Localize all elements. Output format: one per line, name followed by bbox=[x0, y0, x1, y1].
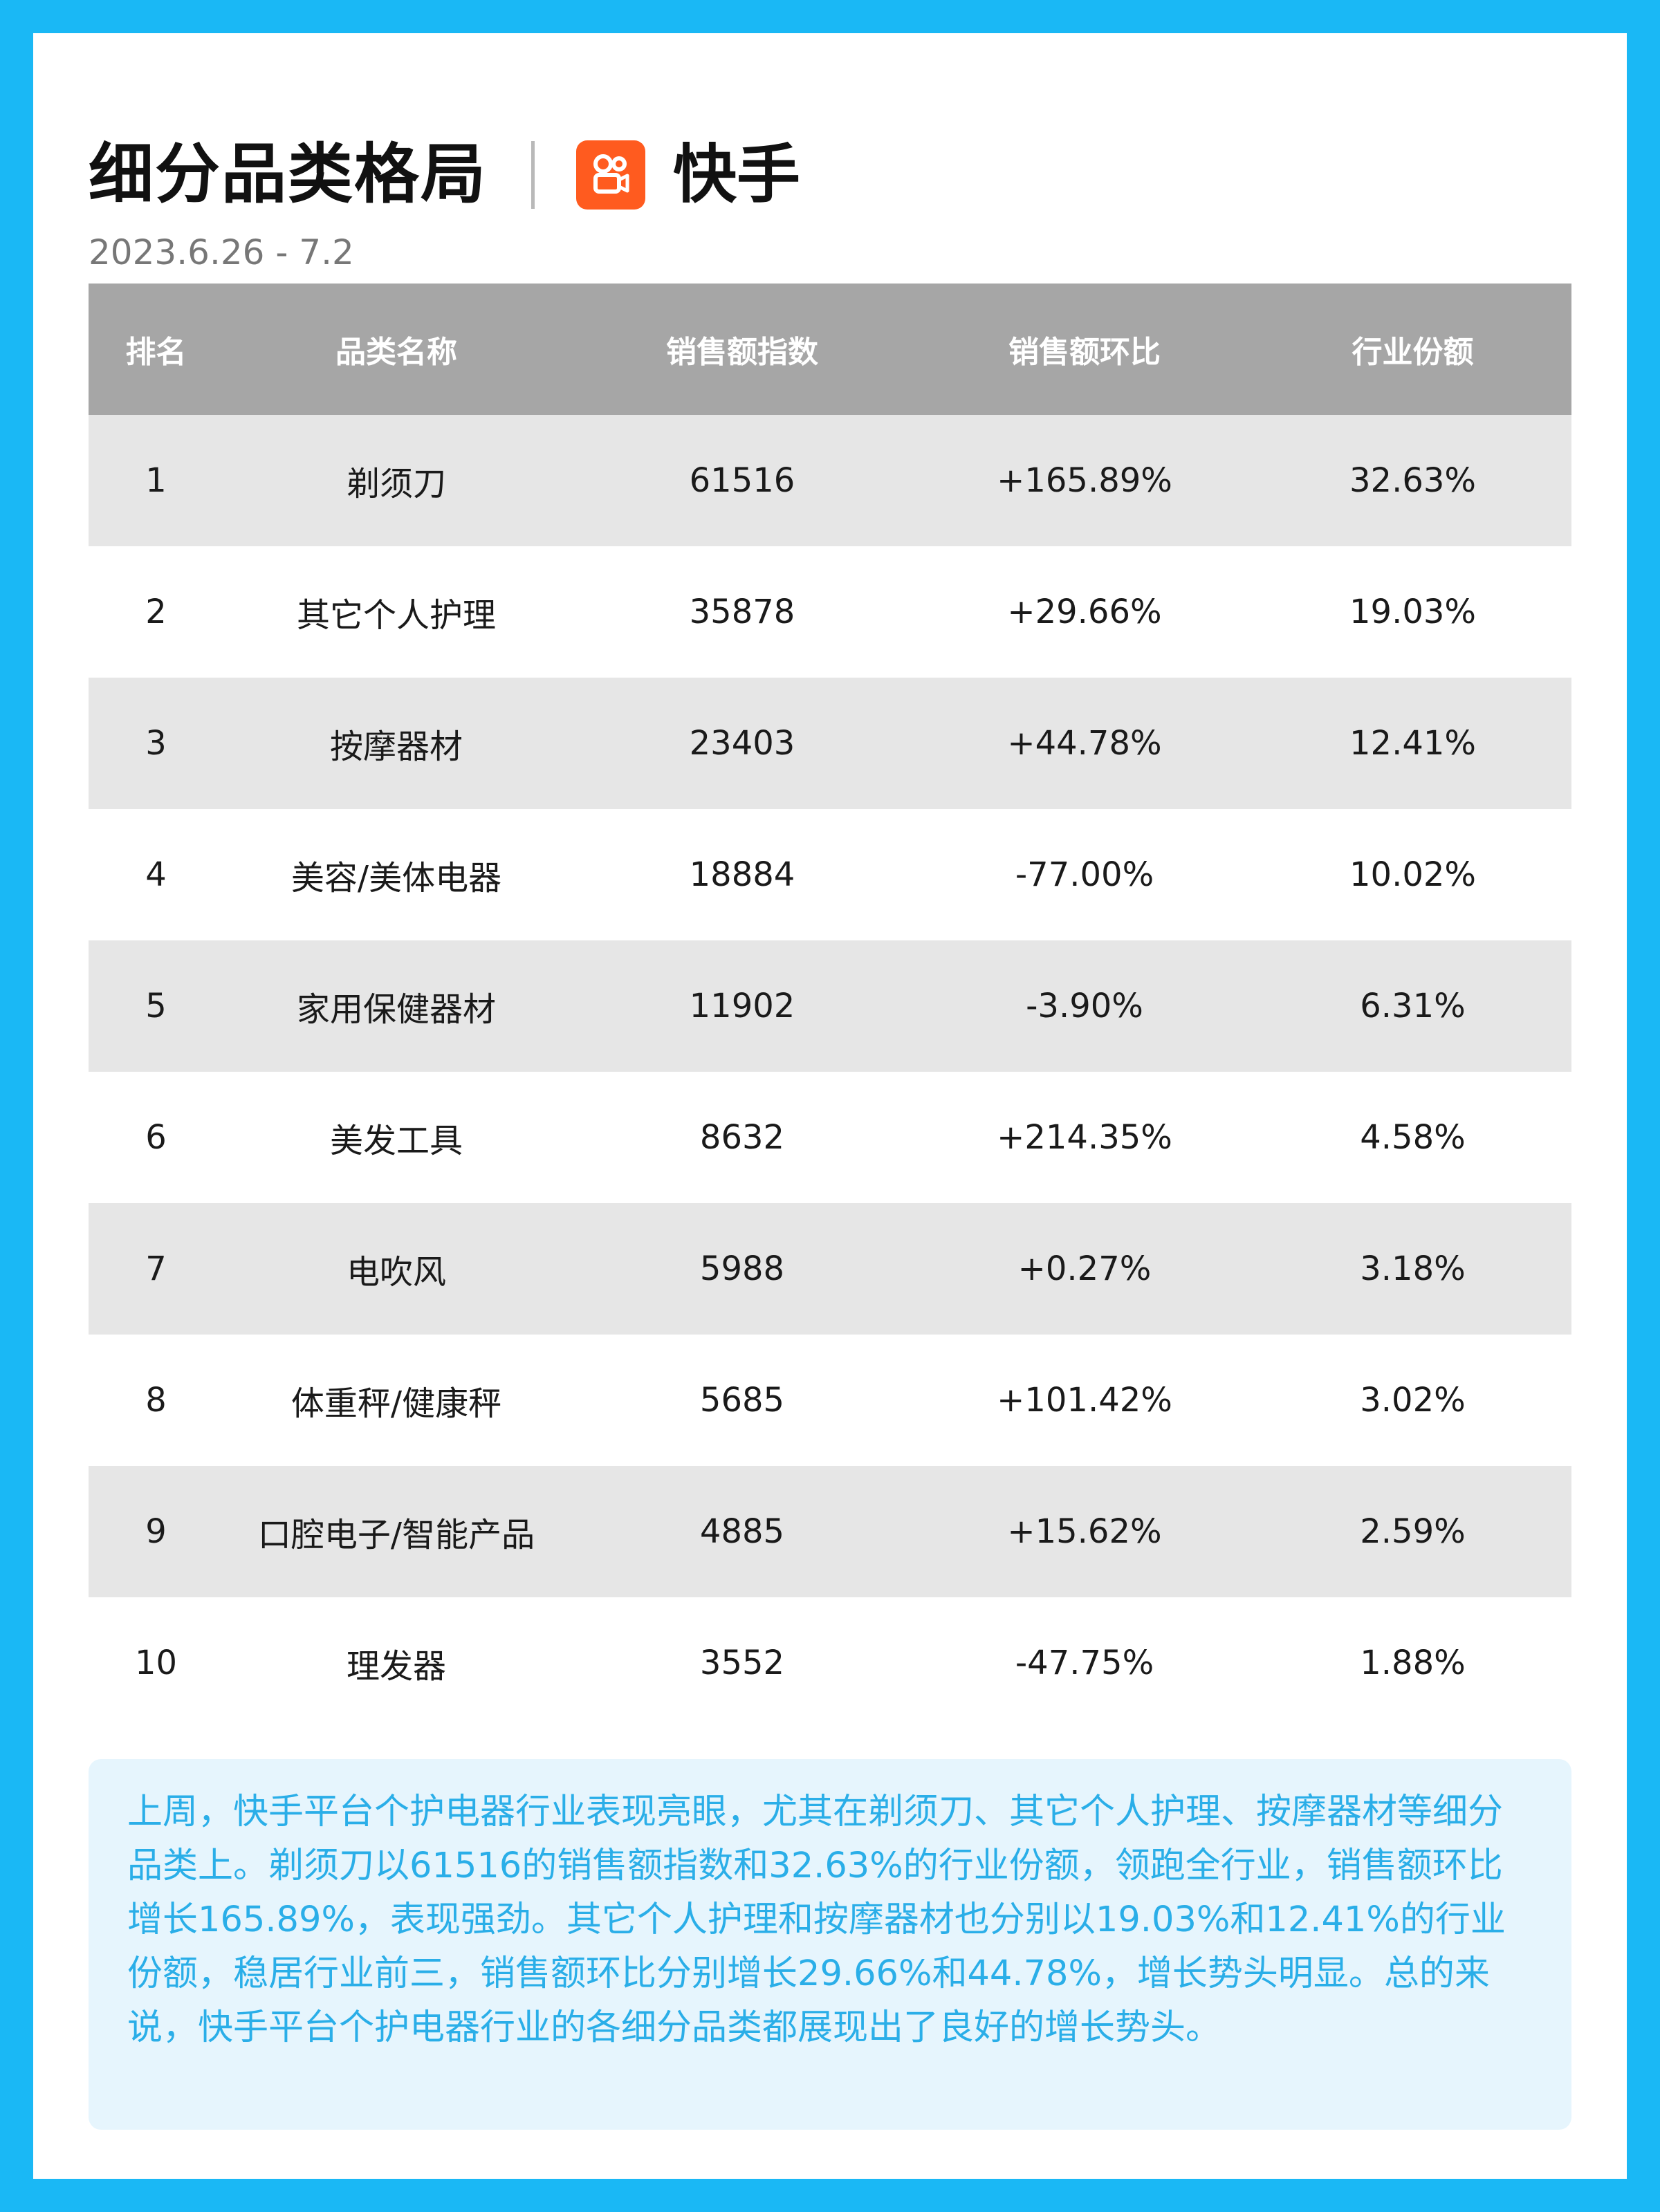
rank-cell: 7 bbox=[89, 1203, 223, 1335]
column-header-category: 品类名称 bbox=[223, 284, 569, 415]
sales-mom-cell: +165.89% bbox=[915, 415, 1254, 546]
category-cell: 剃须刀 bbox=[223, 415, 569, 546]
sales-mom-cell: +101.42% bbox=[997, 1381, 1172, 1420]
rank-cell: 6 bbox=[145, 1118, 167, 1157]
category-cell: 口腔电子/智能产品 bbox=[223, 1466, 569, 1597]
rank-cell: 3 bbox=[89, 678, 223, 809]
column-header-sales-index: 销售额指数 bbox=[569, 284, 915, 415]
rank-cell: 9 bbox=[89, 1466, 223, 1597]
category-cell: 体重秤/健康秤 bbox=[290, 1384, 502, 1423]
rank-cell: 4 bbox=[145, 855, 167, 894]
page-header: 细分品类格局 快手 bbox=[89, 137, 800, 213]
category-cell: 电吹风 bbox=[223, 1203, 569, 1335]
sales-mom-cell: +44.78% bbox=[915, 678, 1254, 809]
sales-index-cell: 23403 bbox=[569, 678, 915, 809]
rank-cell: 5 bbox=[89, 940, 223, 1072]
rank-cell: 1 bbox=[89, 415, 223, 546]
sales-index-cell: 5988 bbox=[569, 1203, 915, 1335]
brand-name: 快手 bbox=[673, 138, 801, 212]
industry-share-cell: 19.03% bbox=[1349, 593, 1477, 631]
sales-mom-cell: -47.75% bbox=[1015, 1644, 1154, 1682]
table-row: 1 剃须刀 61516 +165.89% 32.63% bbox=[89, 415, 1571, 546]
sales-mom-cell: +0.27% bbox=[915, 1203, 1254, 1335]
content-card: 细分品类格局 快手 2023.6.26 - 7.2 排名 品类名称 销售额指数 bbox=[33, 33, 1627, 2179]
rank-cell: 2 bbox=[145, 593, 167, 631]
industry-share-cell: 3.02% bbox=[1360, 1381, 1466, 1420]
sales-index-cell: 5685 bbox=[699, 1381, 785, 1420]
kuaishou-logo-icon bbox=[576, 140, 646, 210]
industry-share-cell: 1.88% bbox=[1360, 1644, 1466, 1682]
date-range: 2023.6.26 - 7.2 bbox=[89, 232, 354, 272]
page-title: 细分品类格局 bbox=[89, 137, 488, 212]
sales-index-cell: 11902 bbox=[569, 940, 915, 1072]
table-row: 8 体重秤/健康秤 5685 +101.42% 3.02% bbox=[89, 1335, 1571, 1466]
header-divider bbox=[531, 141, 535, 209]
table-row: 3 按摩器材 23403 +44.78% 12.41% bbox=[89, 678, 1571, 809]
industry-share-cell: 4.58% bbox=[1360, 1118, 1466, 1157]
category-cell: 其它个人护理 bbox=[296, 596, 496, 635]
category-cell: 按摩器材 bbox=[223, 678, 569, 809]
industry-share-cell: 10.02% bbox=[1349, 855, 1477, 894]
sales-index-cell: 3552 bbox=[699, 1644, 785, 1682]
sales-index-cell: 4885 bbox=[569, 1466, 915, 1597]
kuaishou-logo-glyph-icon bbox=[593, 154, 629, 194]
sales-index-cell: 61516 bbox=[569, 415, 915, 546]
industry-share-cell: 3.18% bbox=[1254, 1203, 1571, 1335]
table-row: 9 口腔电子/智能产品 4885 +15.62% 2.59% bbox=[89, 1466, 1571, 1597]
sales-index-cell: 35878 bbox=[689, 593, 795, 631]
sales-mom-cell: +15.62% bbox=[915, 1466, 1254, 1597]
summary-text: 上周，快手平台个护电器行业表现亮眼，尤其在剃须刀、其它个人护理、按摩器材等细分品… bbox=[89, 1759, 1571, 2130]
industry-share-cell: 6.31% bbox=[1254, 940, 1571, 1072]
table-row: 10 理发器 3552 -47.75% 1.88% bbox=[89, 1597, 1571, 1729]
table-header-row: 排名 品类名称 销售额指数 销售额环比 行业份额 bbox=[89, 284, 1571, 415]
table-row: 2 其它个人护理 35878 +29.66% 19.03% bbox=[89, 546, 1571, 678]
category-cell: 家用保健器材 bbox=[223, 940, 569, 1072]
rank-cell: 8 bbox=[145, 1381, 167, 1420]
sales-mom-cell: -77.00% bbox=[1015, 855, 1154, 894]
sales-index-cell: 18884 bbox=[689, 855, 795, 894]
sales-mom-cell: -3.90% bbox=[915, 940, 1254, 1072]
industry-share-cell: 32.63% bbox=[1254, 415, 1571, 546]
category-cell: 美发工具 bbox=[329, 1122, 463, 1160]
table-row: 4 美容/美体电器 18884 -77.00% 10.02% bbox=[89, 809, 1571, 940]
table-row: 5 家用保健器材 11902 -3.90% 6.31% bbox=[89, 940, 1571, 1072]
rank-cell: 10 bbox=[134, 1644, 178, 1682]
column-header-rank: 排名 bbox=[89, 284, 223, 415]
category-cell: 理发器 bbox=[346, 1647, 446, 1686]
industry-share-cell: 2.59% bbox=[1254, 1466, 1571, 1597]
table-row: 7 电吹风 5988 +0.27% 3.18% bbox=[89, 1203, 1571, 1335]
category-ranking-table: 排名 品类名称 销售额指数 销售额环比 行业份额 1 剃须刀 61516 +16… bbox=[89, 284, 1571, 1729]
category-cell: 美容/美体电器 bbox=[290, 859, 502, 898]
industry-share-cell: 12.41% bbox=[1254, 678, 1571, 809]
sales-mom-cell: +29.66% bbox=[1007, 593, 1162, 631]
sales-index-cell: 8632 bbox=[699, 1118, 785, 1157]
column-header-sales-mom: 销售额环比 bbox=[915, 284, 1254, 415]
table-row: 6 美发工具 8632 +214.35% 4.58% bbox=[89, 1072, 1571, 1203]
sales-mom-cell: +214.35% bbox=[997, 1118, 1172, 1157]
column-header-industry-share: 行业份额 bbox=[1254, 284, 1571, 415]
